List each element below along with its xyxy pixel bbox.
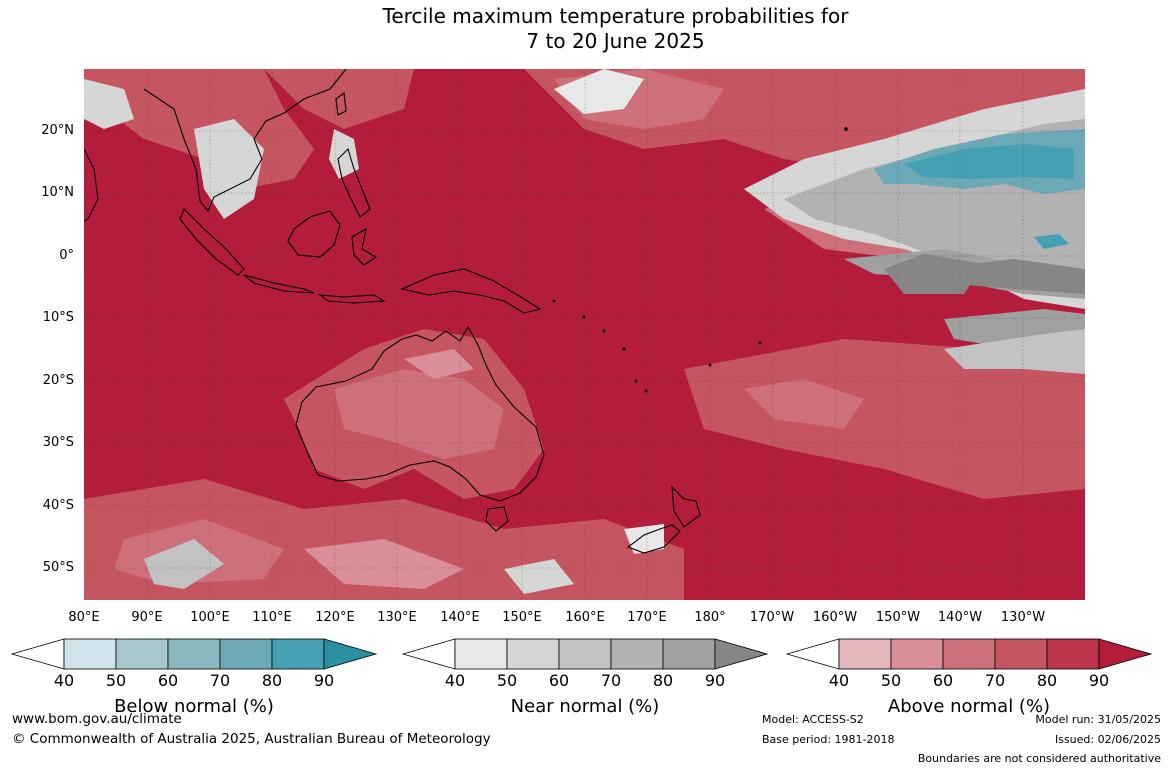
colorbar-segment — [454, 638, 508, 670]
colorbar-tick-label: 80 — [261, 671, 283, 690]
colorbar-tick-label: 50 — [496, 671, 518, 690]
colorbar-tick-label: 60 — [157, 671, 179, 690]
colorbar-tick-label: 50 — [105, 671, 127, 690]
colorbar-tick-label: 70 — [209, 671, 231, 690]
lat-label: 10°N — [41, 185, 74, 200]
lat-label: 30°S — [42, 435, 74, 450]
colorbar-tick-label: 90 — [1088, 671, 1110, 690]
colorbar-tick-label: 70 — [984, 671, 1006, 690]
website-link[interactable]: www.bom.gov.au/climate — [12, 711, 182, 727]
colorbar-segment — [167, 638, 221, 670]
near-colorbar — [401, 638, 769, 670]
near-normal-legend-label: Near normal (%) — [510, 696, 660, 717]
graticule — [84, 69, 1085, 600]
colorbar-segment — [506, 638, 560, 670]
lon-label: 140°W — [937, 610, 983, 625]
lon-label: 170°E — [627, 610, 667, 625]
colorbar-tick-label: 80 — [1036, 671, 1058, 690]
colorbar-tick-label: 40 — [53, 671, 75, 690]
above-normal-legend-label: Above normal (%) — [887, 696, 1051, 717]
below-colorbar — [10, 638, 378, 670]
colorbar-segment — [558, 638, 612, 670]
lon-label: 110°E — [252, 610, 292, 625]
colorbar-segment — [1046, 638, 1100, 670]
colorbar-segment — [942, 638, 996, 670]
title-line-2: 7 to 20 June 2025 — [526, 29, 705, 53]
lat-label: 50°S — [42, 560, 74, 575]
below-normal-patches — [874, 129, 1085, 249]
colorbar-tick-label: 60 — [548, 671, 570, 690]
colorbar-segment — [271, 638, 325, 670]
disclaimer-text: Boundaries are not considered authoritat… — [917, 752, 1161, 765]
lon-label: 130°E — [377, 610, 417, 625]
colorbar-tick-label: 40 — [444, 671, 466, 690]
coastlines — [84, 69, 701, 554]
colorbar-segment — [219, 638, 273, 670]
above-normal-legend — [785, 638, 1153, 670]
colorbar-tick-label: 80 — [652, 671, 674, 690]
colorbar-lower-arrow — [785, 638, 840, 670]
colorbar-segment — [662, 638, 716, 670]
lon-label: 90°E — [131, 610, 163, 625]
lon-label: 150°W — [875, 610, 921, 625]
lon-label: 160°E — [565, 610, 605, 625]
below-normal-legend-label: Below normal (%) — [114, 696, 274, 717]
colorbar-tick-label: 40 — [828, 671, 850, 690]
colorbar-segment — [63, 638, 117, 670]
colorbar-upper-arrow — [714, 638, 769, 670]
lon-label: 170°W — [749, 610, 795, 625]
lat-label: 40°S — [42, 498, 74, 513]
lon-label: 160°W — [812, 610, 858, 625]
colorbar-segment — [994, 638, 1048, 670]
near-normal-legend — [401, 638, 769, 670]
copyright-text: © Commonwealth of Australia 2025, Austra… — [12, 731, 491, 747]
lon-label: 140°E — [440, 610, 480, 625]
lat-label: 10°S — [42, 310, 74, 325]
colorbar-lower-arrow — [401, 638, 456, 670]
lon-label: 120°E — [315, 610, 355, 625]
colorbar-upper-arrow — [1098, 638, 1153, 670]
colorbar-upper-arrow — [323, 638, 378, 670]
title-line-1: Tercile maximum temperature probabilitie… — [382, 4, 849, 28]
model-text: Model: ACCESS-S2 — [762, 713, 864, 726]
issued-text: Issued: 02/06/2025 — [1054, 733, 1161, 746]
probability-map[interactable] — [84, 69, 1085, 600]
colorbar-segment — [890, 638, 944, 670]
colorbar-segment — [838, 638, 892, 670]
base-period-text: Base period: 1981-2018 — [762, 733, 895, 746]
lon-label: 80°E — [68, 610, 100, 625]
map-canvas — [84, 69, 1085, 600]
colorbar-segment — [115, 638, 169, 670]
chart-title: Tercile maximum temperature probabilitie… — [0, 4, 1173, 54]
colorbar-tick-label: 50 — [880, 671, 902, 690]
lon-label: 100°E — [190, 610, 230, 625]
lon-label: 150°E — [502, 610, 542, 625]
pacific-islands — [552, 127, 848, 393]
colorbar-tick-label: 90 — [313, 671, 335, 690]
colorbar-lower-arrow — [10, 638, 65, 670]
lon-label: 130°W — [1000, 610, 1046, 625]
above-colorbar — [785, 638, 1153, 670]
lat-label: 20°S — [42, 373, 74, 388]
colorbar-tick-label: 90 — [704, 671, 726, 690]
colorbar-tick-label: 60 — [932, 671, 954, 690]
lat-label: 20°N — [41, 123, 74, 138]
lon-label: 180° — [694, 610, 726, 625]
model-run-text: Model run: 31/05/2025 — [1035, 713, 1161, 726]
below-normal-legend — [10, 638, 378, 670]
lat-label: 0° — [59, 248, 74, 263]
colorbar-segment — [610, 638, 664, 670]
colorbar-tick-label: 70 — [600, 671, 622, 690]
